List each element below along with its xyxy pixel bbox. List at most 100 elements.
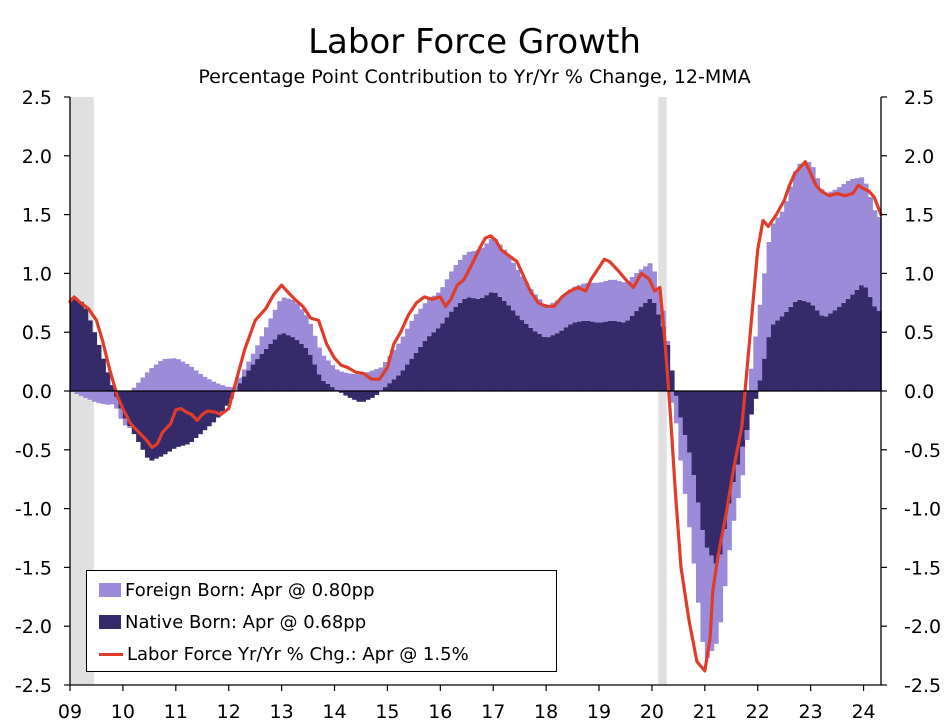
- native-born-bar: [149, 391, 155, 461]
- native-born-bar: [241, 376, 247, 391]
- native-born-bar: [726, 391, 732, 504]
- foreign-born-bar: [607, 279, 613, 321]
- native-born-bar: [383, 387, 389, 391]
- native-born-bar: [105, 372, 111, 391]
- native-born-bar: [815, 310, 821, 391]
- native-born-bar: [797, 299, 803, 391]
- native-born-bar: [497, 296, 503, 391]
- foreign-born-bar: [158, 361, 164, 391]
- foreign-born-bar: [572, 286, 578, 323]
- legend-label-foreign-born: Foreign Born: Apr @ 0.80pp: [125, 579, 375, 601]
- foreign-born-bar: [334, 369, 340, 391]
- foreign-born-bar: [122, 418, 128, 426]
- foreign-born-bar: [643, 266, 649, 303]
- foreign-born-bar: [581, 283, 587, 321]
- y-tick-label-right: 1.5: [904, 205, 934, 227]
- y-tick-label-right: -1.0: [904, 499, 941, 521]
- foreign-born-bar: [691, 475, 697, 564]
- foreign-born-bar: [726, 503, 732, 551]
- foreign-born-bar: [638, 269, 644, 307]
- foreign-born-bar: [312, 335, 318, 365]
- labor-force-line: [68, 160, 883, 673]
- foreign-born-bar: [616, 281, 622, 322]
- native-born-bar: [462, 298, 468, 391]
- native-born-bar: [656, 314, 662, 391]
- native-born-bar: [140, 391, 146, 450]
- native-born-bar: [806, 302, 812, 391]
- foreign-born-bar: [819, 189, 825, 316]
- native-born-bar: [144, 391, 150, 458]
- y-tick-label-left: -2.0: [15, 616, 52, 638]
- native-born-bar: [215, 391, 221, 418]
- foreign-born-bar: [815, 178, 821, 311]
- native-born-bar: [466, 297, 472, 391]
- legend-swatch-labor-force: [99, 652, 123, 656]
- native-born-bar: [193, 391, 199, 439]
- foreign-born-bar: [418, 308, 424, 347]
- native-born-bar: [277, 334, 283, 391]
- native-born-bar: [347, 391, 353, 398]
- y-tick-label-right: 0.5: [904, 322, 934, 344]
- native-born-bar: [87, 320, 93, 391]
- foreign-born-bar: [202, 376, 208, 391]
- y-tick-label-left: -1.5: [15, 557, 52, 579]
- x-tick-label: 10: [111, 701, 135, 723]
- legend-swatch-foreign-born: [99, 583, 121, 597]
- native-born-bar: [634, 311, 640, 391]
- native-born-bar: [607, 320, 613, 391]
- foreign-born-bar: [845, 180, 851, 299]
- foreign-born-bar: [140, 377, 146, 391]
- foreign-born-bar: [837, 187, 843, 307]
- foreign-born-bar: [303, 315, 309, 348]
- native-born-bar: [621, 322, 627, 391]
- foreign-born-bar: [479, 247, 486, 298]
- y-tick-label-right: 2.0: [904, 146, 934, 168]
- foreign-born-bar: [757, 304, 763, 381]
- y-tick-label-left: 1.5: [22, 205, 52, 227]
- native-born-bar: [405, 364, 411, 391]
- foreign-born-bar: [850, 178, 856, 295]
- native-born-bar: [572, 322, 578, 391]
- native-born-bar: [396, 375, 402, 391]
- foreign-born-bar: [74, 391, 80, 394]
- native-born-bar: [457, 302, 463, 391]
- tick-labels: 2.5 2.5 2.0 2.0 1.5 1.5 1.0 1.0 0.5 0.5 0.0 0.0 -0.5…: [15, 87, 941, 723]
- foreign-born-bar: [263, 327, 269, 349]
- native-born-bar: [515, 315, 521, 391]
- native-born-bar: [387, 383, 393, 391]
- foreign-born-bar: [621, 282, 627, 323]
- foreign-born-bar: [321, 355, 327, 381]
- native-born-bar: [294, 340, 300, 391]
- legend-item-foreign-born: Foreign Born: Apr @ 0.80pp: [99, 579, 375, 601]
- native-born-bar: [876, 311, 882, 391]
- foreign-born-bar: [634, 273, 640, 312]
- native-born-bar: [316, 374, 322, 391]
- y-tick-label-left: 1.0: [22, 263, 52, 285]
- native-born-bar: [832, 310, 838, 391]
- foreign-born-bar: [550, 302, 556, 336]
- foreign-born-bar: [405, 328, 411, 365]
- foreign-born-bar: [576, 285, 582, 322]
- foreign-born-bar: [197, 373, 203, 391]
- native-born-bar: [427, 336, 433, 391]
- native-born-bar: [303, 347, 309, 391]
- foreign-born-bar: [409, 320, 415, 359]
- native-born-bar: [100, 358, 106, 391]
- native-born-bar: [718, 391, 724, 555]
- foreign-born-bar: [585, 282, 591, 321]
- chart-subtitle: Percentage Point Contribution to Yr/Yr %…: [198, 66, 751, 88]
- native-born-bar: [369, 391, 375, 398]
- native-born-bar: [237, 383, 243, 391]
- foreign-born-bar: [784, 201, 790, 313]
- native-born-bar: [136, 391, 142, 442]
- native-born-bar: [365, 391, 371, 400]
- native-born-bar: [687, 391, 693, 453]
- native-born-bar: [180, 391, 186, 446]
- foreign-born-bar: [383, 361, 389, 388]
- foreign-born-bar: [294, 303, 300, 341]
- foreign-born-bar: [568, 289, 574, 325]
- x-tick-label: 11: [164, 701, 188, 723]
- foreign-born-bar: [554, 300, 560, 334]
- foreign-born-bar: [175, 359, 181, 391]
- native-born-bar: [810, 305, 816, 391]
